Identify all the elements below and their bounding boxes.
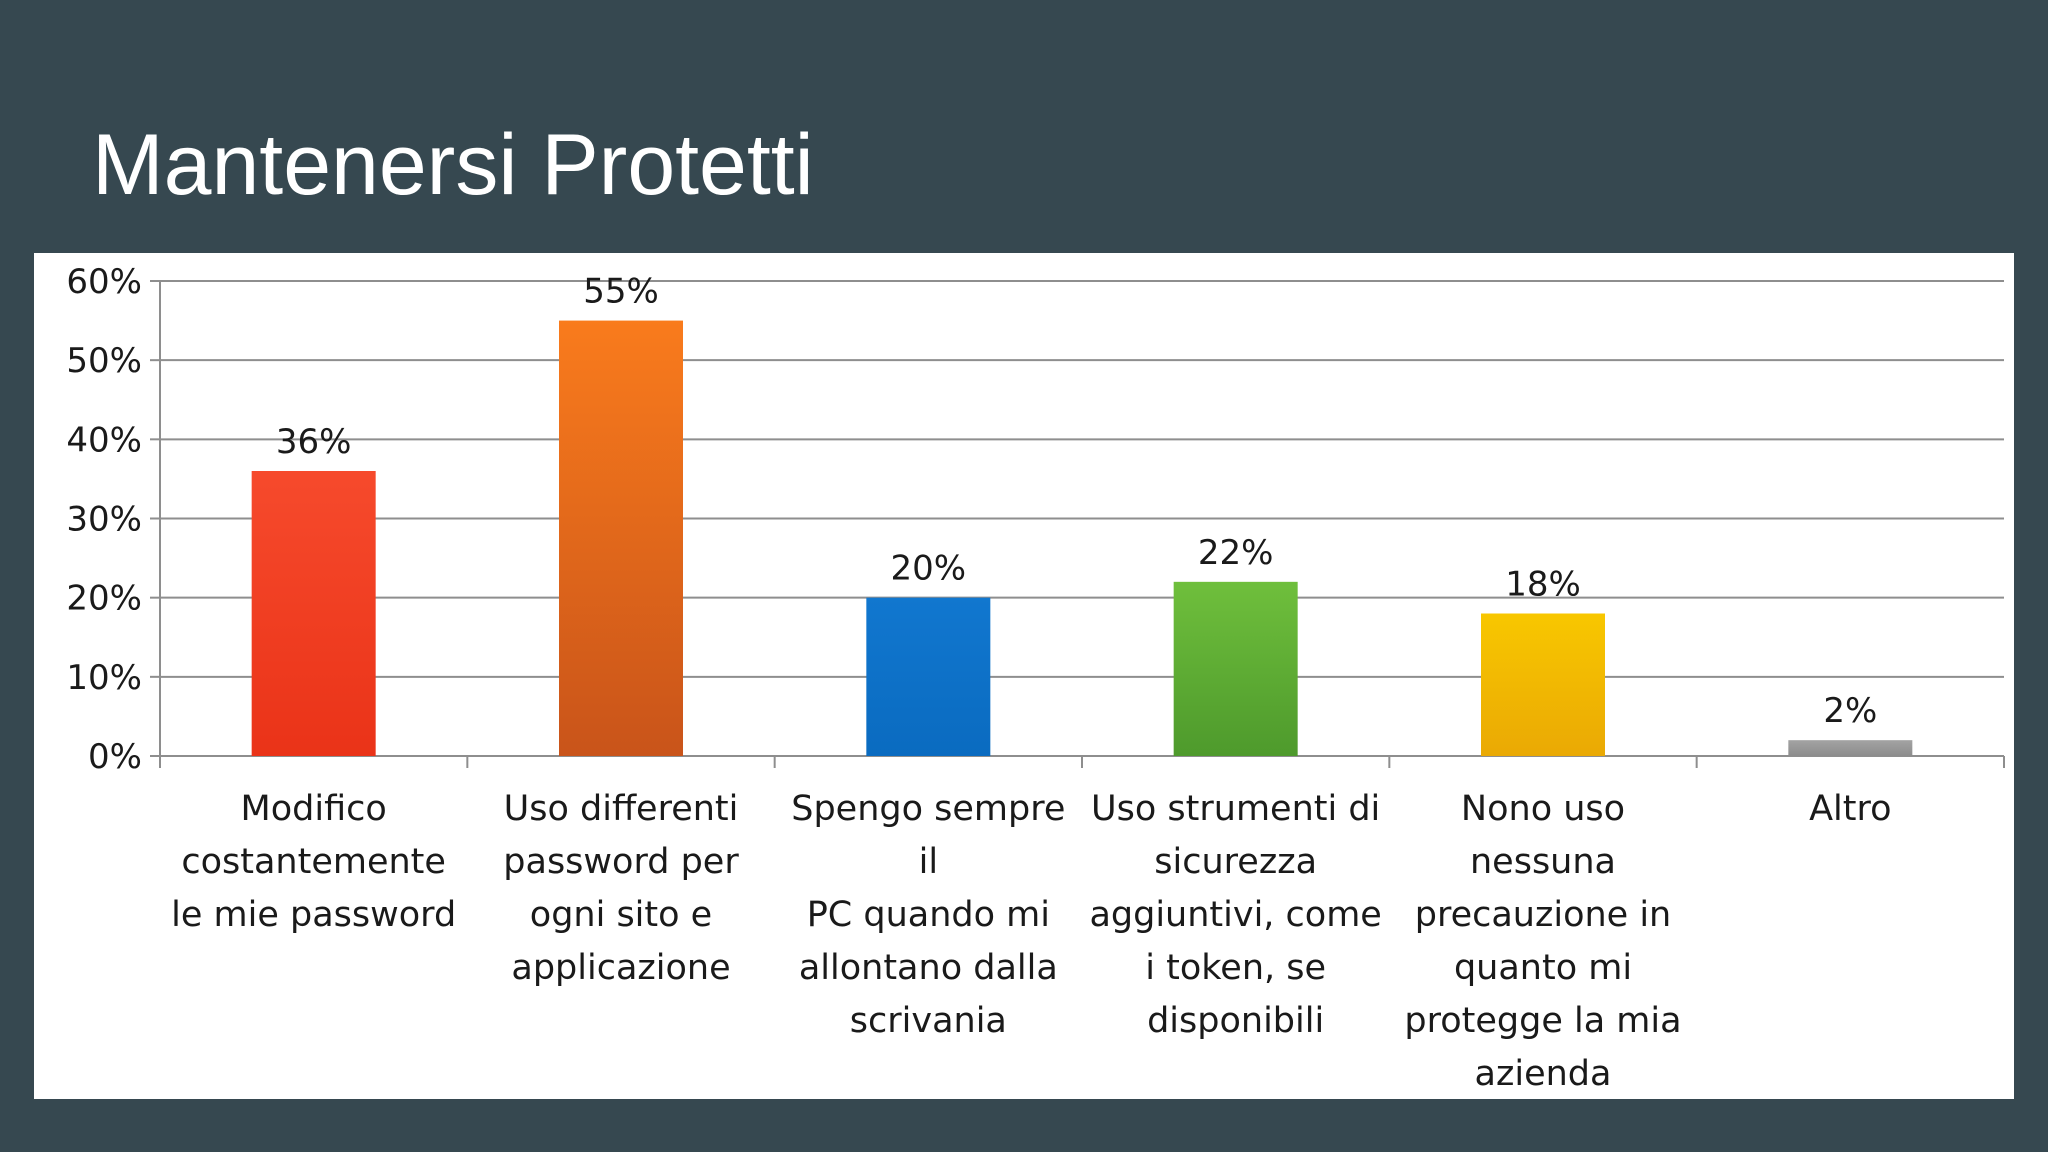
- y-tick-label: 20%: [66, 579, 142, 619]
- bar-chart: 0% 10% 20% 30% 40% 50% 60% 36% 55% 20% 22% 18% 2%: [66, 262, 2005, 777]
- data-label: 55%: [583, 272, 659, 312]
- slide-title: Mantenersi Protetti: [92, 117, 814, 213]
- bar-4: [1173, 581, 1298, 756]
- x-category-label: Nono uso nessuna precauzione in quanto m…: [1404, 789, 1682, 1094]
- data-label: 20%: [891, 549, 967, 589]
- data-label: 18%: [1505, 565, 1581, 605]
- bar-1: [251, 471, 376, 756]
- y-tick-label: 60%: [66, 262, 142, 302]
- chart-panel: 0% 10% 20% 30% 40% 50% 60% 36% 55% 20% 22% 18% 2% Mo…: [34, 253, 2014, 1099]
- y-tick-label: 40%: [66, 420, 142, 460]
- data-label: 2%: [1823, 691, 1877, 731]
- y-tick-label: 50%: [66, 341, 142, 381]
- x-category-label: Altro: [1809, 789, 1892, 829]
- x-category-label: Modifico costantemente le mie password: [171, 789, 457, 935]
- bar-5: [1481, 613, 1605, 756]
- x-category-label: Uso differenti password per ogni sito e …: [503, 789, 739, 988]
- bar-3: [866, 597, 991, 756]
- y-tick-label: 10%: [66, 658, 142, 698]
- x-category-label: Uso strumenti di sicurezza aggiuntivi, c…: [1089, 789, 1382, 1041]
- bar-2: [559, 320, 683, 756]
- bar-6: [1788, 740, 1913, 756]
- data-label: 36%: [276, 422, 352, 462]
- data-label: 22%: [1198, 533, 1274, 573]
- y-tick-label: 30%: [66, 500, 142, 540]
- y-tick-label: 0%: [88, 737, 142, 777]
- x-category-label: Spengo sempre il PC quando mi allontano …: [791, 789, 1066, 1041]
